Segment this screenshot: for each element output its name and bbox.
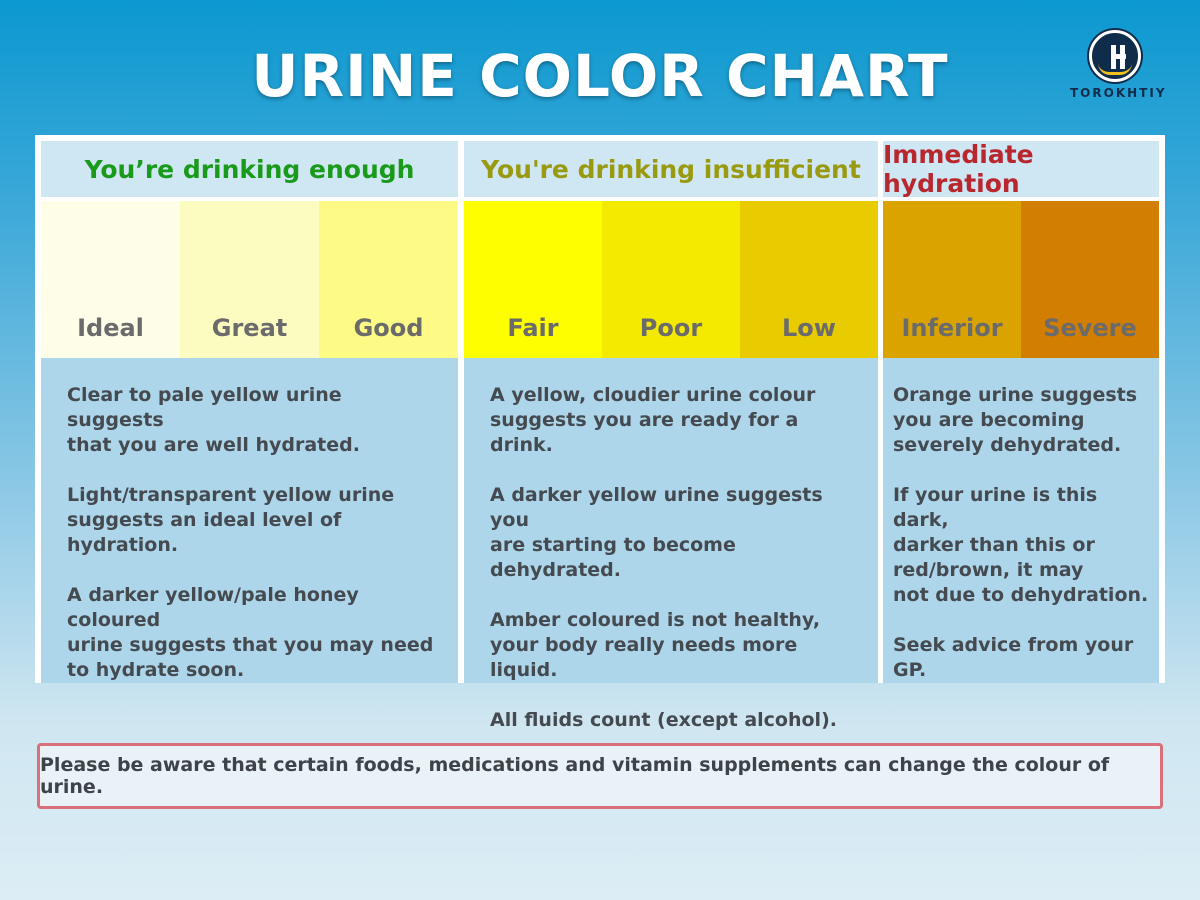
swatch-severe: Severe [1021, 201, 1159, 358]
swatch-label: Poor [639, 314, 703, 342]
swatch-row: Ideal Great Good [41, 197, 458, 358]
swatch-label: Fair [507, 314, 559, 342]
swatch-poor: Poor [602, 201, 740, 358]
description-paragraph: Amber coloured is not healthy, your body… [490, 609, 821, 681]
description-paragraph: Light/transparent yellow urine suggests … [67, 484, 395, 556]
page-title: URINE COLOR CHART [251, 42, 949, 110]
column-drinking-enough: You’re drinking enough Ideal Great Good … [41, 135, 458, 683]
swatch-label: Inferior [901, 314, 1003, 342]
column-description: Clear to pale yellow urine suggests that… [41, 358, 458, 683]
warning-notice: Please be aware that certain foods, medi… [37, 743, 1163, 809]
description-paragraph: All fluids count (except alcohol). [490, 709, 837, 731]
swatch-low: Low [740, 201, 878, 358]
swatch-label: Ideal [77, 314, 144, 342]
swatch-row: Fair Poor Low [464, 197, 878, 358]
swatch-ideal: Ideal [41, 201, 180, 358]
logo-text: TOROKHTIY [1070, 86, 1167, 100]
description-paragraph: If your urine is this dark, darker than … [893, 484, 1149, 606]
swatch-fair: Fair [464, 201, 602, 358]
description-paragraph: A darker yellow/pale honey coloured urin… [67, 584, 434, 681]
brand-logo: TOROKHTIY [1070, 30, 1167, 104]
column-immediate-hydration: Immediate hydration Inferior Severe Oran… [883, 135, 1159, 683]
swatch-label: Good [353, 314, 424, 342]
column-description: A yellow, cloudier urine colour suggests… [464, 358, 878, 731]
description-paragraph: A yellow, cloudier urine colour suggests… [490, 384, 816, 456]
color-chart-table: You’re drinking enough Ideal Great Good … [35, 135, 1165, 731]
description-paragraph: Orange urine suggests you are becoming s… [893, 384, 1138, 456]
torokhtiy-logo-icon [1089, 30, 1141, 82]
swatch-inferior: Inferior [883, 201, 1021, 358]
column-drinking-insufficient: You're drinking insufficient Fair Poor L… [464, 135, 878, 731]
column-description: Orange urine suggests you are becoming s… [883, 358, 1159, 683]
column-heading: Immediate hydration [883, 140, 1159, 198]
swatch-label: Great [211, 314, 288, 342]
swatch-great: Great [180, 201, 319, 358]
description-paragraph: Seek advice from your GP. [893, 634, 1134, 681]
swatch-label: Severe [1043, 314, 1137, 342]
column-heading: You're drinking insufficient [464, 141, 878, 197]
swatch-good: Good [319, 201, 458, 358]
description-paragraph: Clear to pale yellow urine suggests that… [67, 384, 360, 456]
column-heading: You’re drinking enough [41, 141, 458, 197]
swatch-row: Inferior Severe [883, 197, 1159, 358]
swatch-label: Low [782, 314, 836, 342]
description-paragraph: A darker yellow urine suggests you are s… [490, 484, 823, 581]
